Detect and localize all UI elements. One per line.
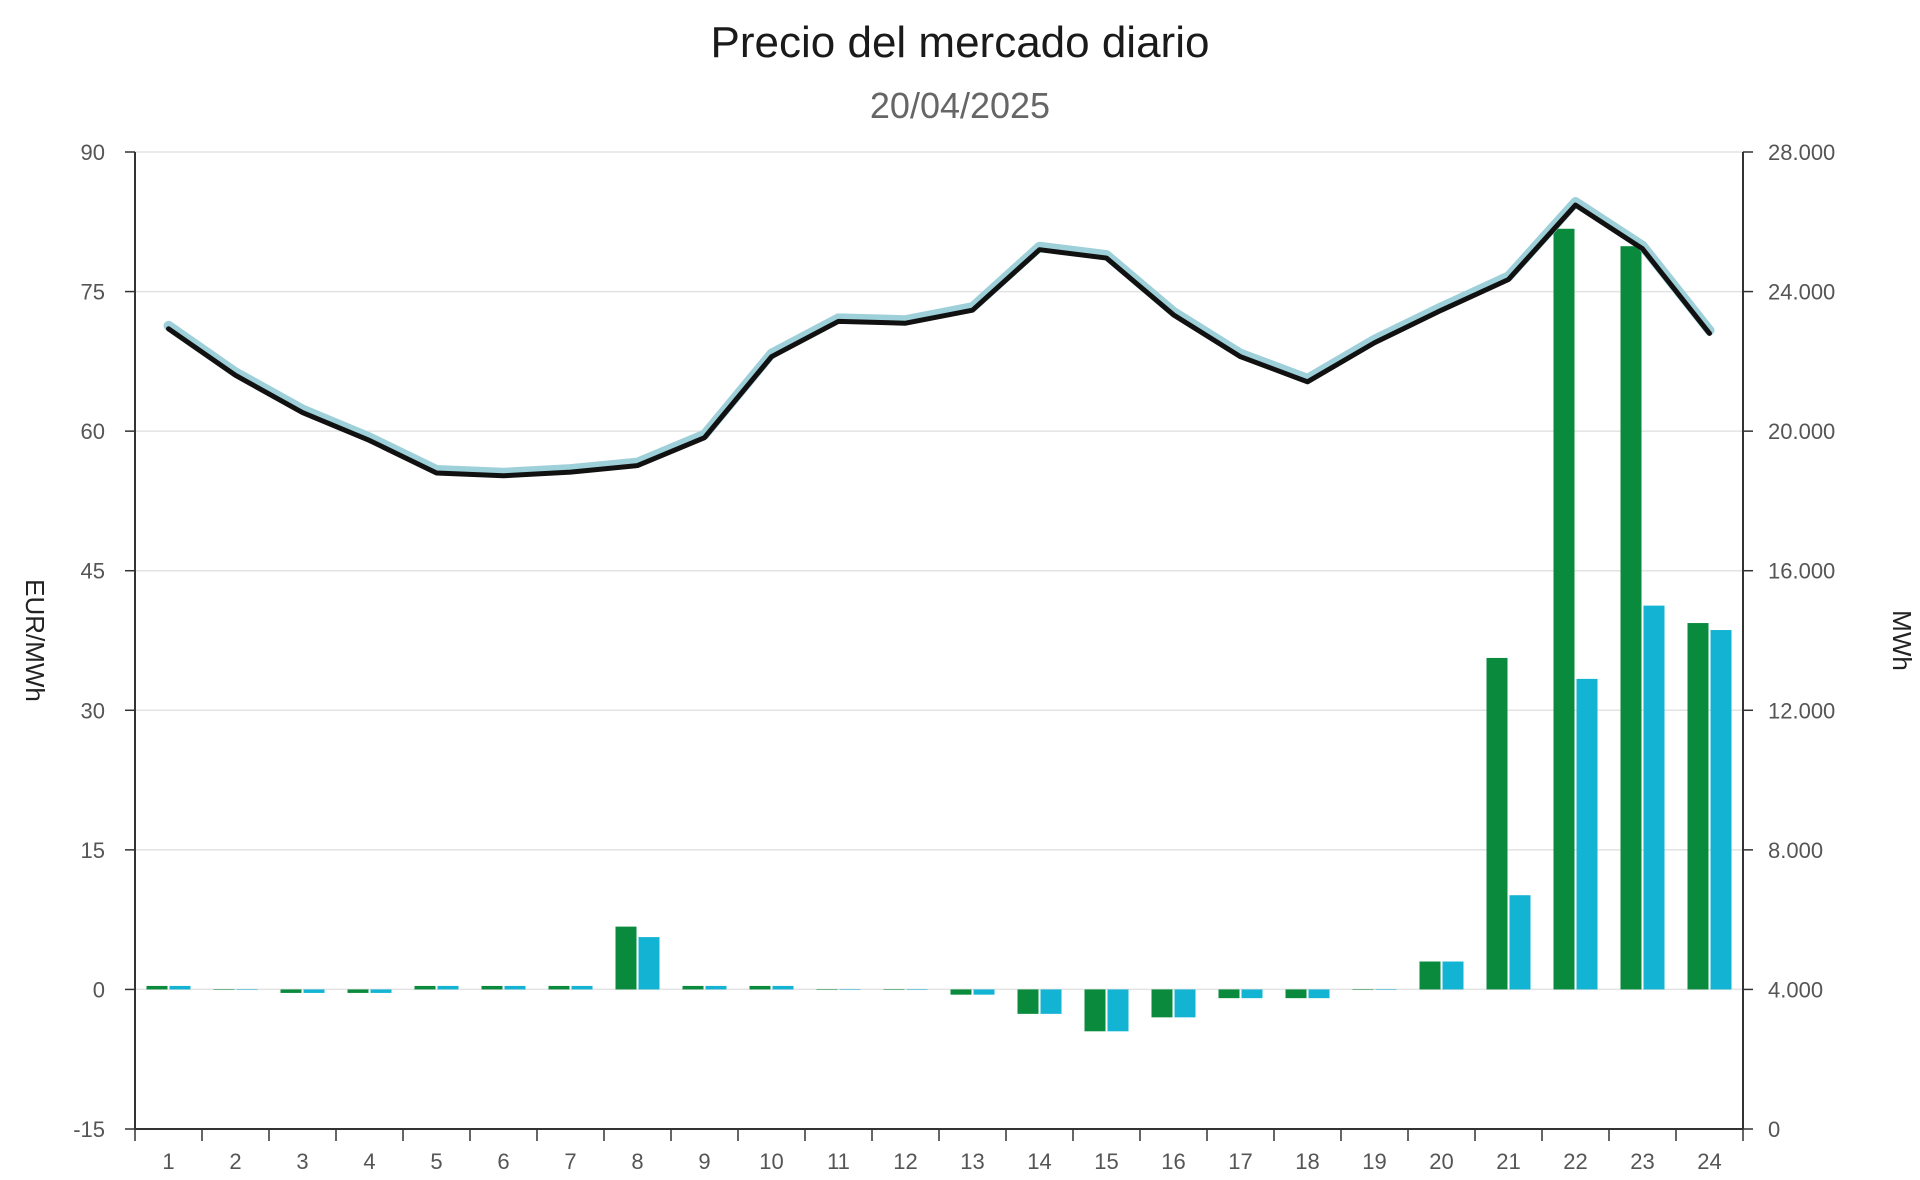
y-left-tick-label: 45 <box>81 559 105 584</box>
bar-series-1-19 <box>1352 989 1374 990</box>
bar-series-1-8 <box>615 926 637 990</box>
bar-series-1-15 <box>1084 989 1106 1032</box>
y-left-tick-label: 60 <box>81 419 105 444</box>
bar-series-2-15 <box>1107 989 1129 1032</box>
x-tick-label: 4 <box>363 1149 375 1174</box>
bar-series-1-7 <box>548 985 570 990</box>
y-left-tick-label: 30 <box>81 698 105 723</box>
x-tick-label: 17 <box>1228 1149 1252 1174</box>
price-line-halo <box>163 197 1715 478</box>
bar-series-2-12 <box>906 989 928 990</box>
x-tick-label: 9 <box>698 1149 710 1174</box>
x-tick-label: 6 <box>497 1149 509 1174</box>
bar-series-1-13 <box>950 989 972 995</box>
x-tick-label: 8 <box>631 1149 643 1174</box>
x-tick-label: 13 <box>960 1149 984 1174</box>
bar-series-2-11 <box>839 989 861 990</box>
bar-series-1-5 <box>414 985 436 990</box>
x-tick-label: 18 <box>1295 1149 1319 1174</box>
bar-series-2-5 <box>437 985 459 990</box>
bar-series-2-17 <box>1241 989 1263 999</box>
bar-series-1-24 <box>1687 623 1709 990</box>
chart-subtitle: 20/04/2025 <box>869 85 1051 126</box>
bar-series-1-4 <box>347 989 369 993</box>
bar-series-2-21 <box>1509 895 1531 990</box>
bar-series-1-22 <box>1553 228 1575 990</box>
y-right-tick-label: 24.000 <box>1768 280 1835 305</box>
y-left-tick-label: 0 <box>93 977 105 1002</box>
x-tick-label: 23 <box>1630 1149 1654 1174</box>
y-right-axis-title: MWh <box>1887 610 1917 671</box>
x-tick-label: 11 <box>827 1149 850 1174</box>
bar-series-1-14 <box>1017 989 1039 1014</box>
x-tick-label: 14 <box>1027 1149 1051 1174</box>
bar-series-2-24 <box>1710 630 1732 990</box>
bar-series-2-6 <box>504 985 526 990</box>
bar-series-1-20 <box>1419 961 1441 990</box>
bar-series-2-1 <box>169 985 191 990</box>
y-left-tick-label: -15 <box>73 1117 105 1142</box>
y-left-tick-label: 90 <box>81 140 105 165</box>
bar-series-2-3 <box>303 989 325 993</box>
bar-series-2-23 <box>1643 605 1665 990</box>
x-tick-label: 7 <box>564 1149 576 1174</box>
bar-series-1-17 <box>1218 989 1240 999</box>
bar-series-1-23 <box>1620 246 1642 990</box>
x-tick-label: 5 <box>430 1149 442 1174</box>
bar-series-1-11 <box>816 989 838 990</box>
x-tick-label: 21 <box>1496 1149 1520 1174</box>
y-left-tick-label: 15 <box>81 838 105 863</box>
x-tick-label: 10 <box>759 1149 783 1174</box>
bar-series-1-10 <box>749 985 771 990</box>
bar-series-1-9 <box>682 985 704 990</box>
bar-series-1-2 <box>213 989 235 990</box>
y-right-tick-label: 4.000 <box>1768 977 1823 1002</box>
x-tick-label: 3 <box>296 1149 308 1174</box>
x-tick-label: 19 <box>1362 1149 1386 1174</box>
y-right-tick-label: 8.000 <box>1768 838 1823 863</box>
bar-series-2-2 <box>236 989 258 990</box>
bar-series-1-1 <box>146 985 168 990</box>
bar-series-2-20 <box>1442 961 1464 990</box>
chart-title: Precio del mercado diario <box>710 18 1210 67</box>
bar-series-2-18 <box>1308 989 1330 999</box>
price-line <box>166 202 1712 479</box>
bar-series-2-7 <box>571 985 593 990</box>
bar-series-1-12 <box>883 989 905 990</box>
y-left-tick-label: 75 <box>81 280 105 305</box>
y-left-axis-title: EUR/MWh <box>20 579 50 702</box>
y-right-tick-label: 16.000 <box>1768 559 1835 584</box>
bar-series-2-13 <box>973 989 995 995</box>
y-right-tick-label: 28.000 <box>1768 140 1835 165</box>
bar-series-2-10 <box>772 985 794 990</box>
x-tick-label: 15 <box>1094 1149 1118 1174</box>
y-right-tick-label: 0 <box>1768 1117 1780 1142</box>
bar-series-2-9 <box>705 985 727 990</box>
x-tick-label: 22 <box>1563 1149 1587 1174</box>
y-right-tick-label: 20.000 <box>1768 419 1835 444</box>
x-tick-label: 24 <box>1697 1149 1721 1174</box>
x-tick-label: 20 <box>1429 1149 1453 1174</box>
x-tick-label: 12 <box>893 1149 917 1174</box>
x-tick-label: 1 <box>162 1149 174 1174</box>
y-right-tick-label: 12.000 <box>1768 698 1835 723</box>
bar-series-2-16 <box>1174 989 1196 1018</box>
bar-series-2-22 <box>1576 678 1598 990</box>
bar-series-2-4 <box>370 989 392 993</box>
bar-series-1-6 <box>481 985 503 990</box>
x-tick-label: 2 <box>229 1149 241 1174</box>
bar-series-1-21 <box>1486 657 1508 990</box>
bar-series-2-8 <box>638 937 660 990</box>
bar-series-2-14 <box>1040 989 1062 1014</box>
bar-series-1-3 <box>280 989 302 993</box>
bar-series-1-16 <box>1151 989 1173 1018</box>
bar-series-1-18 <box>1285 989 1307 999</box>
bar-series-2-19 <box>1375 989 1397 990</box>
x-tick-label: 16 <box>1161 1149 1185 1174</box>
